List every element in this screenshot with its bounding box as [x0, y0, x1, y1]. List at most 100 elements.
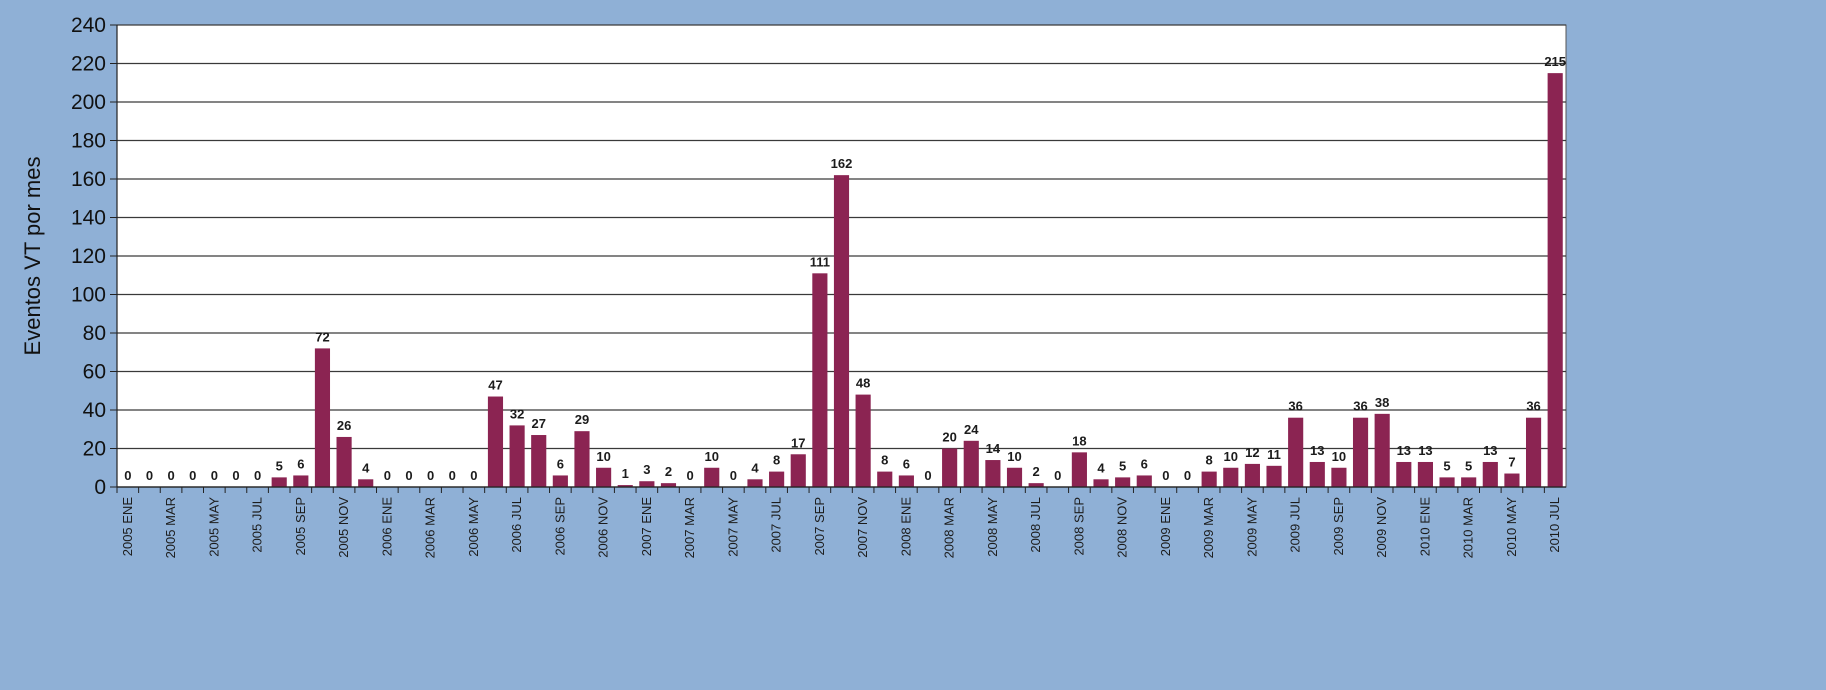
- bar: [1374, 413, 1390, 487]
- x-tick-label: 2008 SEP: [1071, 497, 1086, 556]
- bar: [1201, 471, 1217, 487]
- bar: [1309, 461, 1325, 487]
- x-tick-label: 2010 ENE: [1417, 497, 1432, 557]
- y-tick-label: 80: [83, 322, 106, 345]
- x-tick-label: 2006 ENE: [379, 497, 394, 557]
- bar: [1115, 477, 1131, 487]
- bar: [1028, 483, 1044, 487]
- x-tick-label: 2010 JUL: [1547, 497, 1562, 553]
- data-label: 14: [986, 441, 1001, 456]
- y-tick-label: 240: [71, 14, 106, 37]
- y-tick-label: 140: [71, 207, 106, 230]
- bar: [898, 475, 914, 487]
- data-label: 4: [751, 460, 759, 475]
- bar: [660, 483, 677, 487]
- bar: [1439, 477, 1455, 487]
- x-tick-label: 2008 MAY: [985, 497, 1000, 557]
- data-label: 72: [315, 329, 329, 344]
- bar: [1504, 473, 1520, 487]
- data-label: 5: [1443, 458, 1450, 473]
- data-label: 2: [665, 464, 672, 479]
- data-label: 10: [596, 449, 610, 464]
- bar: [639, 481, 655, 487]
- data-label: 4: [1097, 460, 1105, 475]
- data-label: 5: [1465, 458, 1472, 473]
- bar: [1136, 475, 1152, 487]
- x-tick-label: 2005 JUL: [250, 497, 265, 553]
- data-label: 6: [903, 456, 910, 471]
- data-label: 6: [557, 456, 564, 471]
- x-tick-label: 2008 ENE: [898, 497, 913, 557]
- bar: [1417, 461, 1433, 487]
- data-label: 0: [211, 468, 218, 483]
- data-label: 5: [276, 458, 283, 473]
- data-label: 11: [1267, 447, 1281, 462]
- data-label: 0: [924, 468, 931, 483]
- bar: [1461, 477, 1477, 487]
- bar: [596, 467, 612, 487]
- x-tick-label: 2005 ENE: [120, 497, 135, 557]
- x-tick-label: 2005 NOV: [336, 497, 351, 558]
- bar: [833, 175, 850, 487]
- bar: [336, 436, 352, 487]
- data-label: 8: [1206, 453, 1213, 468]
- bar: [1288, 417, 1304, 487]
- bar: [1525, 417, 1542, 487]
- bar: [1352, 417, 1369, 487]
- data-label: 3: [643, 462, 650, 477]
- x-tick-label: 2007 JUL: [769, 497, 784, 553]
- y-tick-label: 220: [71, 53, 106, 76]
- bar: [1266, 465, 1282, 487]
- x-tick-label: 2009 JUL: [1288, 497, 1303, 553]
- data-label: 0: [384, 468, 391, 483]
- x-tick-label: 2007 MAR: [682, 497, 697, 558]
- y-tick-label: 0: [94, 476, 106, 499]
- x-axis-ticks: 2005 ENE 2005 MAR 2005 MAY 2005 JUL 2005 SEP…: [116, 487, 1562, 558]
- data-label: 4: [362, 460, 370, 475]
- bar: [358, 479, 374, 487]
- data-label: 0: [730, 468, 737, 483]
- bars: [271, 73, 1563, 487]
- x-tick-label: 2009 ENE: [1158, 497, 1173, 557]
- data-label: 20: [942, 430, 956, 445]
- bar: [509, 425, 525, 487]
- x-tick-label: 2007 NOV: [855, 497, 870, 558]
- data-label: 13: [1418, 443, 1432, 458]
- x-tick-label: 2007 SEP: [812, 497, 827, 556]
- data-label: 0: [686, 468, 693, 483]
- bar: [1396, 461, 1412, 487]
- data-label: 48: [856, 376, 870, 391]
- bar: [985, 460, 1001, 487]
- x-tick-label: 2007 ENE: [639, 497, 654, 557]
- bar: [487, 396, 504, 487]
- bar: [1223, 467, 1239, 487]
- x-tick-label: 2006 SEP: [552, 497, 567, 556]
- data-label: 0: [427, 468, 434, 483]
- y-axis-title: Eventos VT por mes: [20, 157, 45, 356]
- y-tick-label: 200: [71, 91, 106, 114]
- data-label: 0: [189, 468, 196, 483]
- data-label: 0: [405, 468, 412, 483]
- data-label: 0: [470, 468, 477, 483]
- y-tick-label: 20: [83, 438, 106, 461]
- x-tick-label: 2009 NOV: [1374, 497, 1389, 558]
- data-label: 0: [146, 468, 153, 483]
- data-label: 0: [1184, 468, 1191, 483]
- bar: [293, 475, 309, 487]
- x-tick-label: 2010 MAY: [1504, 497, 1519, 557]
- x-tick-label: 2008 JUL: [1028, 497, 1043, 553]
- x-tick-label: 2005 MAY: [206, 497, 221, 557]
- data-label: 0: [254, 468, 261, 483]
- x-tick-label: 2010 MAR: [1461, 497, 1476, 558]
- x-tick-label: 2005 MAR: [163, 497, 178, 558]
- data-label: 27: [531, 416, 545, 431]
- data-label: 0: [1054, 468, 1061, 483]
- bar: [942, 448, 958, 487]
- bar: [747, 479, 763, 487]
- data-label: 0: [232, 468, 239, 483]
- y-tick-label: 120: [71, 245, 106, 268]
- data-label: 29: [575, 412, 589, 427]
- data-label: 215: [1544, 54, 1566, 69]
